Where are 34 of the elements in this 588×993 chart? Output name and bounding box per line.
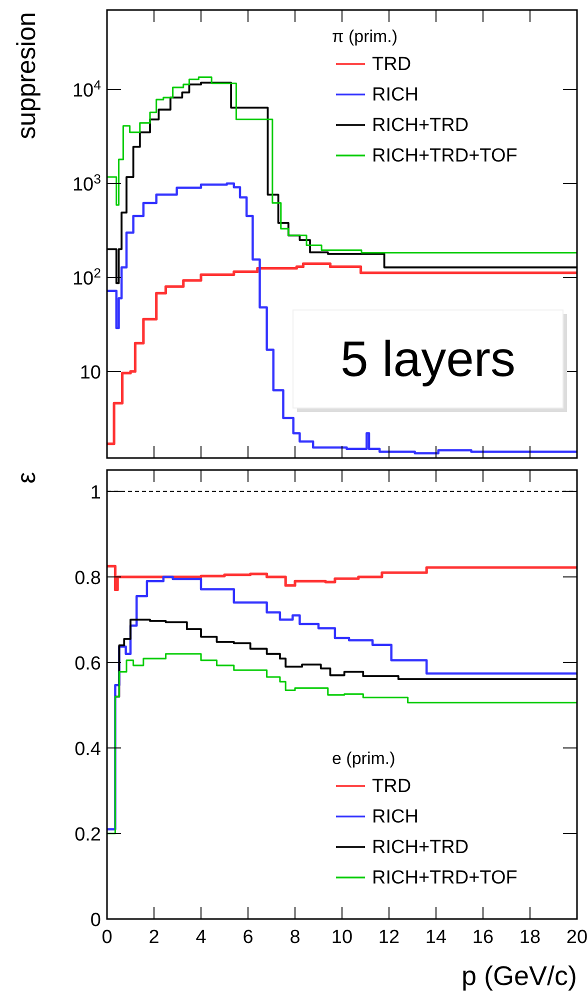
- y-axis-title: suppresion: [11, 12, 41, 140]
- legend-label: RICH+TRD: [372, 115, 469, 136]
- y-tick-label: 10: [80, 362, 101, 384]
- x-tick-label: 2: [148, 927, 160, 948]
- x-tick-label: 4: [196, 927, 207, 948]
- y-tick-label: 1: [90, 482, 101, 504]
- x-tick-label: 18: [519, 927, 541, 948]
- y-tick-label: 0.2: [74, 824, 101, 846]
- legend-label: RICH: [372, 806, 418, 828]
- x-tick-label: 12: [378, 927, 400, 948]
- x-tick-label: 8: [290, 927, 300, 948]
- x-tick-label: 14: [425, 927, 447, 948]
- annotation: 5 layers: [340, 331, 516, 387]
- y-tick-label: 10$^{4}$: [72, 76, 101, 102]
- y-tick-label: 10$^{2}$: [72, 264, 101, 290]
- y-tick-label: 0: [90, 910, 101, 931]
- y-tick-label: 0.6: [74, 653, 101, 674]
- y-tick-label: 0.8: [74, 568, 101, 589]
- legend-label: RICH+TRD+TOF: [372, 146, 518, 166]
- x-tick-label: 10: [331, 927, 353, 948]
- y-axis-title: ε: [11, 472, 41, 484]
- x-tick-label: 6: [242, 927, 254, 948]
- x-tick-label: 20: [566, 927, 588, 948]
- legend-title: π (prim.): [332, 27, 398, 46]
- y-tick-label: 10$^{3}$: [72, 170, 101, 196]
- legend-label: RICH+TRD+TOF: [372, 868, 518, 888]
- y-tick-label: 0.4: [74, 738, 102, 760]
- x-tick-label: 16: [472, 927, 494, 948]
- legend-label: RICH: [372, 84, 418, 106]
- legend-title: e (prim.): [332, 749, 396, 768]
- legend-label: RICH+TRD: [372, 837, 469, 858]
- x-axis-title: p (GeV/c): [461, 961, 577, 991]
- legend-label: TRD: [372, 54, 412, 75]
- legend-label: TRD: [372, 776, 412, 797]
